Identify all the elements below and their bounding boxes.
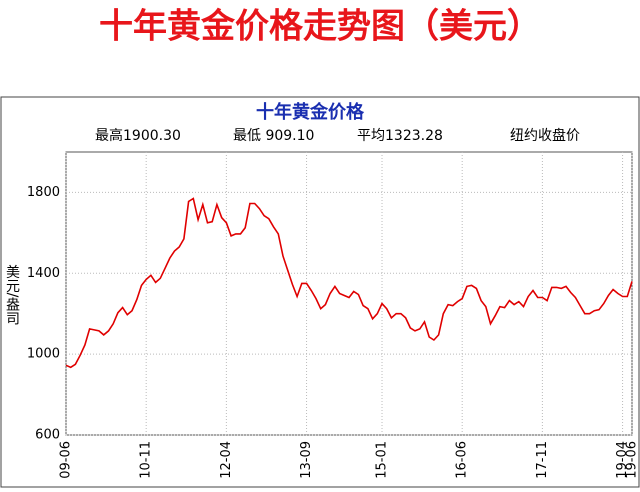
x-tick-label: 15-01 xyxy=(375,441,390,479)
x-tick-label: 19-04 xyxy=(615,441,630,479)
y-tick-label: 1400 xyxy=(27,266,60,281)
stat: 最高1900.30 xyxy=(95,127,181,144)
price-line xyxy=(65,197,633,369)
stat: 最低 909.10 xyxy=(233,128,314,144)
y-tick-label: 600 xyxy=(35,428,60,443)
x-tick-label: 13-09 xyxy=(299,441,314,479)
x-tick-label: 17-11 xyxy=(535,441,550,479)
chart-frame xyxy=(0,96,640,488)
x-tick-label: 10-11 xyxy=(139,441,154,479)
chart-title: 十年黄金价格 xyxy=(256,101,365,123)
stat: 平均1323.28 xyxy=(357,128,443,144)
y-tick-label: 1800 xyxy=(27,185,60,200)
x-tick-label: 09-06 xyxy=(59,441,74,479)
x-tick-label: 16-06 xyxy=(455,441,470,479)
x-tick-label: 19-06 xyxy=(625,441,640,479)
x-tick-label: 12-04 xyxy=(219,441,234,479)
y-axis-label: 美元/盎司 xyxy=(4,265,20,326)
stat: 纽约收盘价 xyxy=(510,127,580,144)
y-tick-label: 1000 xyxy=(27,347,60,362)
page-title: 十年黄金价格走势图（美元） xyxy=(99,7,541,47)
